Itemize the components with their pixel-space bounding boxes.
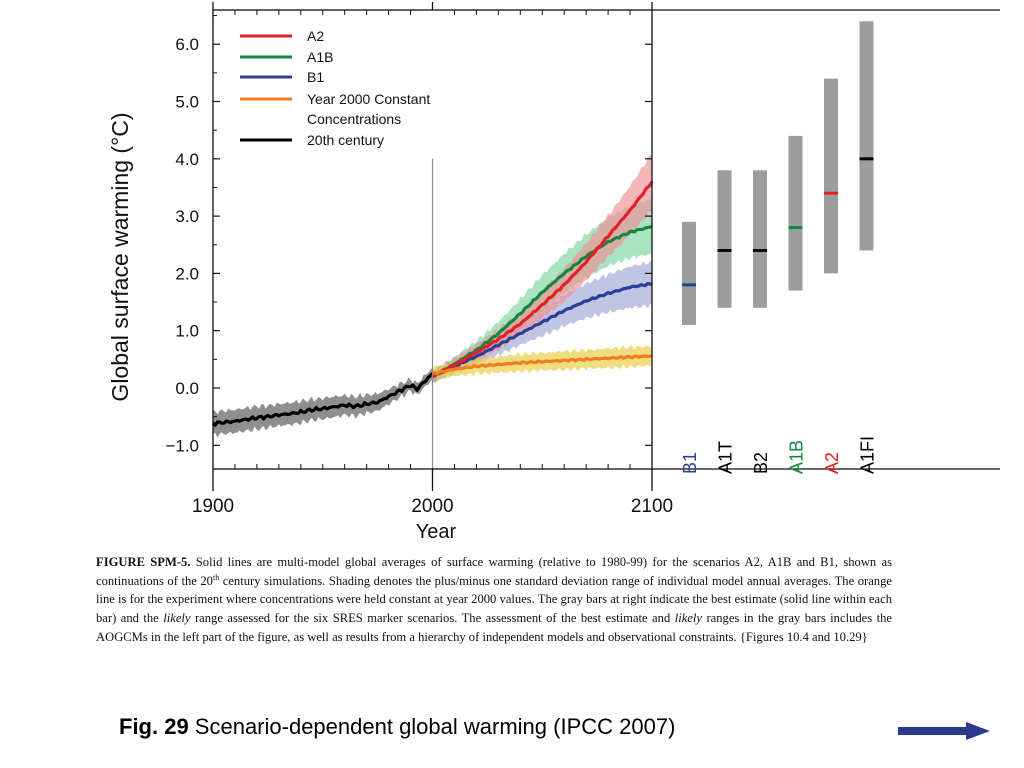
range-label-a1b: A1B bbox=[787, 440, 807, 474]
line-a1b bbox=[431, 224, 653, 379]
line-b1 bbox=[432, 282, 653, 379]
x-axis-label: Year bbox=[416, 521, 457, 543]
axes: 6.0 5.0 4.0 3.0 2.0 1.0 0.0 −1.0 1900 2000 2100 bbox=[165, 2, 1000, 517]
fig-label: Fig. 29 bbox=[119, 714, 189, 739]
line-a2 bbox=[431, 180, 654, 379]
fig-title-text: Scenario-dependent global warming (IPCC … bbox=[188, 714, 676, 739]
series-lines bbox=[211, 180, 654, 427]
y-tick-label: 6.0 bbox=[175, 35, 199, 54]
caption-text-2: century simulations. Shading denotes the… bbox=[96, 573, 892, 626]
range-label-b1: B1 bbox=[680, 452, 700, 474]
y-tick-label: −1.0 bbox=[165, 436, 199, 455]
range-bar-a1b bbox=[788, 135, 803, 291]
range-label-a2: A2 bbox=[822, 452, 842, 474]
y-tick-label: 4.0 bbox=[175, 150, 199, 169]
x-tick-label: 1900 bbox=[192, 496, 234, 517]
caption-text-3: range assessed for the six SRES marker s… bbox=[190, 611, 675, 626]
range-label-b2: B2 bbox=[751, 452, 771, 474]
legend-label-b1: B1 bbox=[307, 69, 324, 85]
range-label-a1t: A1T bbox=[716, 441, 736, 474]
figure-caption: FIGURE SPM-5. Solid lines are multi-mode… bbox=[96, 553, 892, 647]
range-bar-b1 bbox=[682, 221, 696, 325]
line-20th-century bbox=[211, 372, 434, 427]
x-tick-label: 2100 bbox=[631, 496, 673, 517]
range-bar-a1fi bbox=[859, 21, 874, 251]
caption-italic-2: likely bbox=[674, 611, 702, 626]
legend-label-20th-century: 20th century bbox=[307, 132, 384, 148]
legend-label-a2: A2 bbox=[307, 28, 324, 44]
x-tick-label: 2000 bbox=[411, 496, 453, 517]
y-tick-label: 5.0 bbox=[175, 93, 199, 112]
caption-text-1: Solid lines are multi-model global avera… bbox=[96, 555, 892, 588]
legend-label-a1b: A1B bbox=[307, 49, 333, 65]
line-year-2000-constant-concentrations bbox=[432, 354, 653, 376]
range-label-a1fi: A1FI bbox=[858, 436, 878, 474]
range-bar-a1t bbox=[717, 170, 732, 308]
y-tick-label: 1.0 bbox=[175, 322, 199, 341]
caption-italic-1: likely bbox=[163, 611, 191, 626]
band-20th-century bbox=[213, 367, 433, 438]
range-bar-a2 bbox=[824, 78, 838, 274]
y-tick-label: 2.0 bbox=[175, 264, 199, 283]
legend: A2 A1B B1 Year 2000 Constant Concentrations 2… bbox=[240, 28, 430, 148]
y-tick-label: 3.0 bbox=[175, 207, 199, 226]
right-arrow-icon[interactable] bbox=[898, 722, 990, 740]
caption-text-4: ranges in the gray bars includes the AOG… bbox=[96, 611, 892, 644]
caption-label: FIGURE SPM-5. bbox=[96, 555, 191, 569]
caption-superscript: th bbox=[212, 572, 220, 582]
y-axis-label: Global surface warming (°C) bbox=[107, 112, 133, 401]
slide-figure-title: Fig. 29 Scenario-dependent global warmin… bbox=[119, 714, 675, 740]
legend-label-year-2000-constant-concentrations: Year 2000 Constant Concentrations bbox=[307, 91, 430, 127]
warming-chart: 6.0 5.0 4.0 3.0 2.0 1.0 0.0 −1.0 1900 2000 2100 B1… bbox=[107, 2, 1000, 543]
y-tick-label: 0.0 bbox=[175, 379, 199, 398]
band-a2 bbox=[432, 154, 652, 383]
range-bar-b2 bbox=[753, 170, 767, 308]
likely-ranges: B1 A1T B2 A1B A2 A1FI bbox=[680, 21, 878, 474]
